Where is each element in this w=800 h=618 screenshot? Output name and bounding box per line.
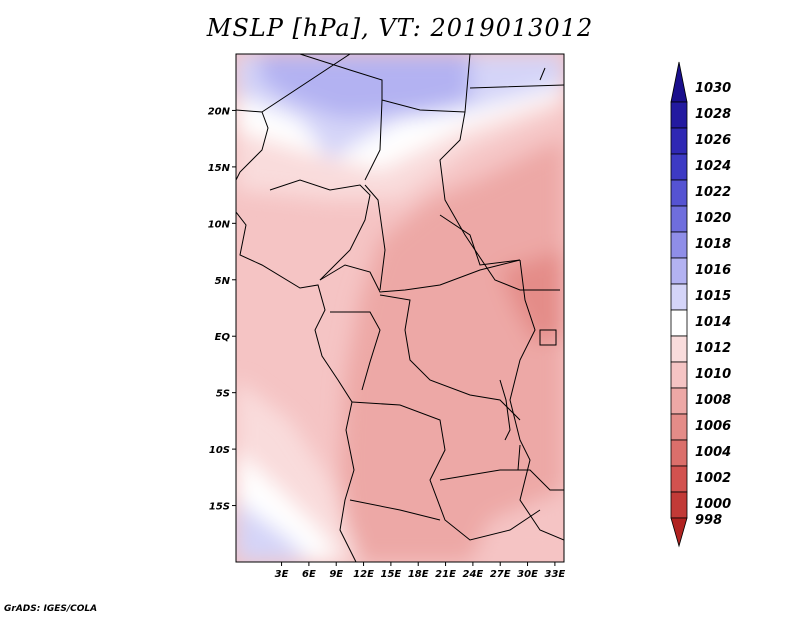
border-central — [319, 259, 521, 421]
field-1008-region — [340, 140, 564, 562]
map-frame — [235, 53, 565, 563]
pressure-field — [236, 54, 564, 562]
colorbar-swatch — [670, 179, 688, 207]
lon-tick-label: 15E — [381, 569, 402, 580]
lat-tick-label: 5N — [215, 276, 231, 287]
colorbar-swatch — [670, 335, 688, 363]
colorbar-swatch — [670, 491, 688, 519]
lon-tick-label: 3E — [275, 569, 289, 580]
colorbar-swatch — [670, 205, 688, 233]
lat-tick-label: 5S — [216, 389, 230, 400]
colorbar-label: 1024 — [695, 159, 731, 174]
longitude-axis: 3E 6E 9E 12E 15E 18E 21E 24E 27E 30E 33E — [275, 562, 566, 580]
lat-tick-label: 10S — [209, 445, 230, 456]
lon-tick-label: 33E — [545, 569, 566, 580]
border-north — [261, 54, 560, 291]
colorbar-label: 1022 — [695, 185, 731, 200]
grads-credit: GrADS: IGES/COLA — [4, 604, 98, 614]
colorbar-label: 1004 — [695, 445, 731, 460]
colorbar-swatch — [670, 231, 688, 259]
colorbar-swatch — [670, 257, 688, 285]
colorbar-swatch — [670, 101, 688, 129]
border-sahel — [269, 179, 521, 291]
lat-tick-label: 20N — [208, 106, 231, 117]
colorbar-swatch — [670, 283, 688, 311]
latitude-axis: 20N 15N 10N 5N EQ 5S 10S 15S — [208, 106, 236, 513]
colorbar-label: 1026 — [695, 133, 731, 148]
lon-tick-label: 6E — [302, 569, 316, 580]
field-1010-southeast — [470, 490, 564, 562]
lat-tick-label: 10N — [208, 219, 231, 230]
coastline-west-africa — [236, 109, 357, 562]
colorbar-label: 1012 — [695, 341, 731, 356]
lon-tick-label: 24E — [463, 569, 484, 580]
colorbar-label: 1006 — [695, 419, 731, 434]
colorbar-swatch — [670, 127, 688, 155]
field-1015-southwest — [236, 500, 310, 562]
colorbar-swatch — [670, 413, 688, 441]
colorbar-swatch — [670, 153, 688, 181]
border-east — [509, 259, 564, 541]
colorbar-label: 1030 — [695, 81, 731, 96]
coastline-northeast — [469, 67, 564, 89]
border-south — [349, 401, 564, 541]
colorbar-label: 1010 — [695, 367, 731, 382]
colorbar: 1030 1028 1026 1024 1022 1020 1018 1016 1015 1014… — [670, 61, 731, 548]
lon-tick-label: 27E — [490, 569, 511, 580]
map-title: MSLP [hPa], VT: 2019013012 — [206, 14, 594, 42]
colorbar-label: 1002 — [695, 471, 731, 486]
colorbar-label: 1000 — [695, 497, 731, 512]
colorbar-label: 1016 — [695, 263, 731, 278]
lon-tick-label: 9E — [329, 569, 343, 580]
field-1006-core-east — [520, 280, 564, 340]
field-1016-north — [260, 54, 470, 118]
colorbar-label: 1014 — [695, 315, 731, 330]
colorbar-swatch — [670, 465, 688, 493]
lon-tick-label: 21E — [435, 569, 456, 580]
lat-tick-label: 15N — [208, 163, 231, 174]
lat-tick-label: EQ — [215, 332, 231, 343]
colorbar-label: 1018 — [695, 237, 731, 252]
colorbar-label: 1020 — [695, 211, 731, 226]
colorbar-label: 998 — [695, 513, 722, 528]
great-lakes — [499, 329, 557, 471]
lon-tick-label: 18E — [408, 569, 429, 580]
colorbar-swatch — [670, 439, 688, 467]
colorbar-label: 1015 — [695, 289, 731, 304]
colorbar-swatch — [670, 61, 688, 103]
boundaries — [236, 54, 564, 562]
colorbar-swatch — [670, 361, 688, 389]
lon-tick-label: 30E — [517, 569, 538, 580]
colorbar-label: 1028 — [695, 107, 731, 122]
colorbar-swatch — [670, 309, 688, 337]
colorbar-label: 1008 — [695, 393, 731, 408]
lat-tick-label: 15S — [209, 502, 230, 513]
colorbar-swatch — [670, 517, 688, 548]
colorbar-swatch — [670, 387, 688, 415]
lon-tick-label: 12E — [353, 569, 374, 580]
